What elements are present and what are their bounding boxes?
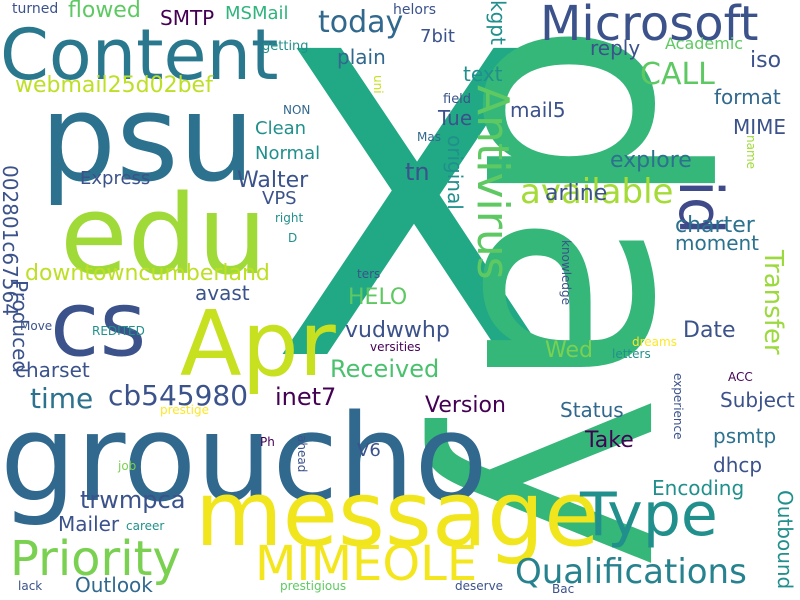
- word-ph: Ph: [260, 435, 275, 449]
- word-content: Content: [0, 14, 279, 96]
- word-right: right: [275, 211, 304, 225]
- word-uni: uni: [371, 75, 385, 94]
- word-psu: psu: [40, 70, 255, 209]
- word-msmail: MSMail: [225, 3, 289, 24]
- word-7bit: 7bit: [420, 26, 455, 47]
- word-letters: letters: [612, 347, 651, 361]
- word-tue: Tue: [438, 106, 473, 130]
- word-charset: charset: [15, 358, 90, 382]
- word-date: Date: [683, 318, 736, 343]
- word-text: text: [463, 62, 503, 86]
- word-microsoft: Microsoft: [540, 0, 759, 52]
- word-inet7: inet7: [275, 383, 337, 411]
- word-prestigious: prestigious: [280, 579, 347, 593]
- word-original: original: [443, 135, 467, 210]
- word-transfer: Transfer: [758, 250, 788, 355]
- word-dhcp: dhcp: [713, 453, 763, 477]
- word-helo: HELO: [348, 285, 408, 310]
- word-psmtp: psmtp: [713, 424, 777, 448]
- word-d: D: [288, 231, 298, 245]
- word-lack: lack: [18, 579, 43, 593]
- word-helors: helors: [393, 2, 436, 18]
- word-name: name: [744, 135, 758, 170]
- word-clean: Clean: [255, 118, 307, 139]
- word-kgpt: kgpt: [486, 0, 510, 45]
- word-getting: getting: [262, 39, 309, 54]
- word-prestige: prestige: [160, 403, 209, 417]
- word-career: career: [126, 519, 165, 533]
- word-normal: Normal: [255, 143, 321, 164]
- word-non: NON: [283, 103, 311, 117]
- word-qualifications: Qualifications: [515, 552, 747, 592]
- word-moment: moment: [675, 231, 760, 255]
- word-version: Version: [425, 393, 506, 418]
- word-time: time: [30, 382, 94, 415]
- word-job: job: [118, 459, 137, 473]
- word-type: Type: [580, 480, 718, 550]
- word-encoding: Encoding: [652, 476, 745, 500]
- word-mimeole: MIMEOLE: [255, 536, 478, 592]
- word-ters: ters: [357, 267, 381, 281]
- word-ahead: ahead: [295, 435, 309, 473]
- word-flowed: flowed: [68, 0, 141, 23]
- word-take: Take: [585, 428, 634, 453]
- word-downtowncumberland: downtowncumberland: [25, 261, 270, 286]
- word-academic: Academic: [665, 34, 744, 53]
- word-vudwwhp: vudwwhp: [345, 318, 450, 343]
- word-redited: REDITED: [92, 324, 145, 338]
- word-walter: Walter: [237, 168, 309, 193]
- word-outlook: Outlook: [75, 573, 153, 597]
- word-turned: turned: [12, 1, 59, 17]
- word-antivirus: Antivirus: [467, 85, 518, 280]
- word-available: available: [520, 172, 674, 212]
- word-tn: tn: [405, 158, 430, 186]
- word-versities: versities: [370, 340, 421, 354]
- word-today: today: [318, 5, 404, 40]
- word-avast: avast: [195, 281, 250, 305]
- word-message: message: [195, 462, 600, 567]
- word-smtp: SMTP: [160, 6, 215, 30]
- word-call: CALL: [640, 57, 715, 92]
- word-mail5: mail5: [510, 98, 566, 122]
- word-groucho: groucho: [0, 390, 488, 529]
- word-subject: Subject: [720, 388, 795, 412]
- word-cb545980: cb545980: [108, 379, 249, 412]
- word-apr: Apr: [180, 292, 336, 397]
- word-cs: cs: [50, 272, 147, 377]
- word-status: Status: [560, 398, 624, 422]
- word-dreams: dreams: [632, 335, 677, 349]
- word-field: field: [443, 92, 472, 107]
- word-trwmpca: trwmpca: [80, 486, 186, 514]
- word-bac: Bac: [552, 582, 575, 596]
- word-deserve: deserve: [455, 579, 504, 593]
- word-edu: edu: [60, 171, 268, 299]
- word-arline: arline: [545, 181, 608, 206]
- word-mailer: Mailer: [58, 512, 120, 536]
- word-acc: ACC: [728, 370, 753, 384]
- word-priority: Priority: [10, 531, 181, 587]
- word-received: Received: [330, 355, 440, 383]
- word-wed: Wed: [545, 338, 593, 363]
- word-express: Express: [80, 168, 151, 189]
- word-plain: plain: [337, 45, 386, 69]
- word-experience: experience: [671, 373, 685, 440]
- word-iso: iso: [750, 48, 782, 73]
- word-mas: Mas: [417, 130, 441, 144]
- word-format: format: [714, 85, 781, 109]
- word-x: X: [270, 0, 558, 454]
- word-move: Move: [20, 319, 53, 333]
- word-vps: VPS: [262, 188, 297, 209]
- word-outbound: Outbound: [773, 490, 797, 590]
- word-reply: reply: [590, 36, 641, 60]
- word-explore: explore: [610, 148, 692, 173]
- word-knowledge: knowledge: [559, 240, 573, 306]
- word-webmail25d02bef: webmail25d02bef: [15, 73, 213, 98]
- word-v6: V6: [357, 440, 381, 461]
- word-charter: charter: [675, 213, 755, 238]
- word-mime: MIME: [733, 115, 787, 139]
